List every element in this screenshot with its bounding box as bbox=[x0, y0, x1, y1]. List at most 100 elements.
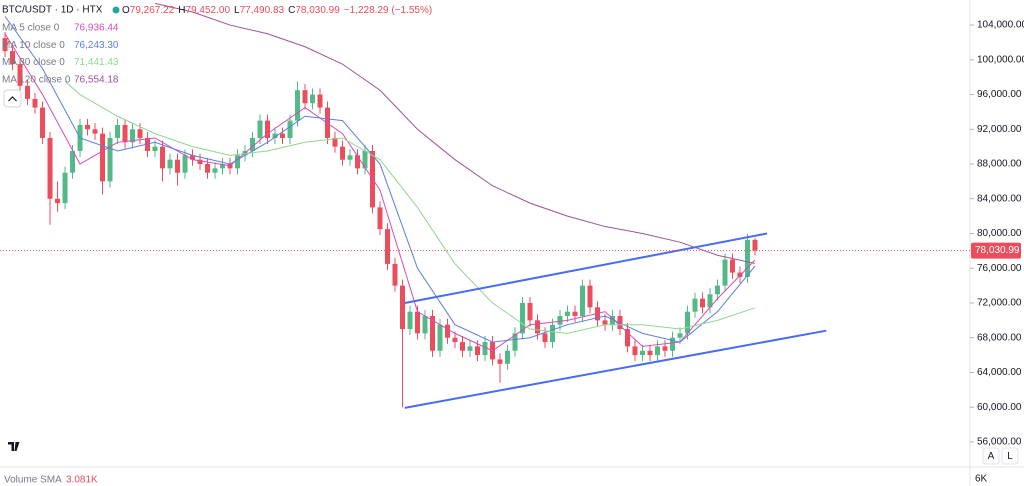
moving-average-line bbox=[64, 81, 756, 334]
candle-body bbox=[70, 150, 76, 173]
candle-body bbox=[62, 172, 68, 204]
candle-body bbox=[130, 129, 136, 143]
candle-body bbox=[310, 94, 316, 104]
tv-logo-icon bbox=[8, 442, 20, 451]
candle-body bbox=[32, 98, 38, 108]
candle-body bbox=[415, 311, 421, 334]
candle-body bbox=[407, 311, 413, 330]
candle-body bbox=[212, 168, 218, 173]
candle-body bbox=[197, 159, 203, 165]
button-label: L bbox=[1007, 451, 1013, 462]
y-tick-label: 96,000.00 bbox=[977, 89, 1022, 100]
volume-value: 3.081K bbox=[66, 475, 98, 486]
candle-body bbox=[534, 320, 540, 334]
tv-logo bbox=[6, 438, 28, 454]
legend-key: L bbox=[234, 5, 240, 16]
candle-body bbox=[220, 164, 226, 169]
y-tick-label: 60,000.00 bbox=[977, 402, 1022, 413]
legend-value: −1,228.29 (−1.55%) bbox=[344, 5, 432, 16]
candle-body bbox=[362, 150, 368, 169]
candle-body bbox=[662, 346, 668, 351]
candle-body bbox=[557, 316, 563, 325]
candle-body bbox=[512, 333, 518, 351]
candle-body bbox=[609, 316, 615, 325]
ma-legend-value: 76,936.44 bbox=[74, 23, 119, 34]
button-label: A bbox=[988, 451, 995, 462]
y-tick-label: 92,000.00 bbox=[977, 124, 1022, 135]
y-tick-label: 68,000.00 bbox=[977, 332, 1022, 343]
candle-body bbox=[55, 198, 61, 204]
ma-legend-name: MA 10 close 0 bbox=[2, 40, 65, 51]
candle-body bbox=[377, 207, 383, 230]
overlay: 56,000.00 60,000.00 64,000.00 68,000.00 72,0… bbox=[2, 5, 1024, 448]
y-tick-label: 100,000.00 bbox=[977, 54, 1024, 65]
legend-value: 78,030.99 bbox=[295, 5, 340, 16]
candle-body bbox=[340, 146, 346, 160]
candle-body bbox=[107, 137, 113, 182]
log-scale-button[interactable] bbox=[1001, 447, 1019, 465]
candle-body bbox=[85, 124, 91, 130]
candle-body bbox=[549, 324, 555, 343]
candle-body bbox=[355, 155, 361, 169]
ma-legend-value: 76,554.18 bbox=[74, 75, 119, 86]
candle-body bbox=[437, 324, 443, 351]
moving-average-line bbox=[4, 33, 756, 352]
candle-body bbox=[160, 146, 166, 169]
auto-scale-button[interactable] bbox=[982, 447, 1000, 465]
candle-body bbox=[190, 155, 196, 160]
y-tick-label: 56,000.00 bbox=[977, 437, 1022, 448]
candle-body bbox=[10, 51, 16, 65]
candle-body bbox=[17, 64, 23, 86]
candle-body bbox=[47, 137, 53, 199]
collapse-button[interactable] bbox=[3, 89, 22, 108]
candle-body bbox=[40, 107, 46, 138]
candle-body bbox=[452, 337, 458, 343]
y-tick-label: 72,000.00 bbox=[977, 298, 1022, 309]
candle-body bbox=[714, 285, 720, 295]
candle-body bbox=[519, 302, 525, 334]
legend-value: 77,490.83 bbox=[240, 5, 285, 16]
ma-legend-name: MA 5 close 0 bbox=[2, 23, 60, 34]
candle-body bbox=[122, 124, 128, 143]
legend-value: 79,267.22 bbox=[130, 5, 175, 16]
last-price-label: 78,030.99 bbox=[975, 245, 1020, 256]
candle-body bbox=[430, 316, 436, 351]
ma-legend-name: MA 120 close 0 bbox=[2, 75, 71, 86]
candle-body bbox=[137, 129, 143, 138]
candle-body bbox=[572, 311, 578, 317]
ma-legend-value: 71,441.43 bbox=[74, 57, 119, 68]
candle-body bbox=[737, 272, 743, 277]
volume-axis-label: 6K bbox=[975, 474, 988, 485]
candle-body bbox=[654, 346, 660, 356]
candle-body bbox=[280, 133, 286, 138]
y-tick-label: 84,000.00 bbox=[977, 193, 1022, 204]
candle-body bbox=[542, 333, 548, 343]
candle-body bbox=[250, 137, 256, 151]
candle-body bbox=[467, 346, 473, 351]
candle-body bbox=[482, 342, 488, 356]
candle-body bbox=[392, 263, 398, 286]
candle-body bbox=[175, 159, 181, 173]
candle-body bbox=[400, 285, 406, 330]
candle-body bbox=[504, 350, 510, 364]
plot-area bbox=[0, 2, 970, 409]
y-tick-label: 76,000.00 bbox=[977, 263, 1022, 274]
trend-line bbox=[404, 232, 768, 304]
symbol-title: BTC/USDT · 1D · HTX bbox=[2, 5, 103, 16]
y-tick-label: 88,000.00 bbox=[977, 159, 1022, 170]
candle-body bbox=[647, 350, 653, 356]
candle-body bbox=[752, 239, 758, 251]
trend-line bbox=[404, 329, 827, 409]
legend-key: H bbox=[178, 5, 185, 16]
candle-body bbox=[347, 155, 353, 160]
candle-body bbox=[25, 85, 31, 99]
last-price-badge bbox=[971, 242, 1021, 259]
candle-body bbox=[92, 129, 98, 134]
candle-body bbox=[677, 333, 683, 338]
candle-body bbox=[527, 302, 533, 321]
y-tick-label: 80,000.00 bbox=[977, 228, 1022, 239]
candle-body bbox=[445, 324, 451, 338]
candle-body bbox=[602, 320, 608, 325]
candle-body bbox=[302, 90, 308, 104]
